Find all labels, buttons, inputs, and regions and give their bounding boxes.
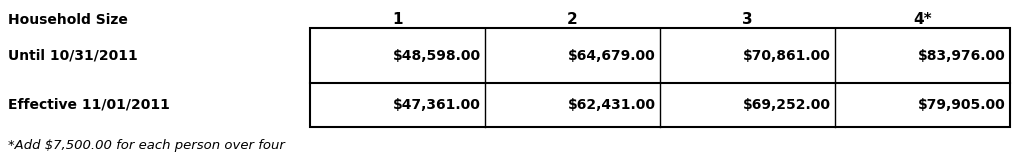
Text: 4*: 4* xyxy=(913,13,932,28)
Text: 2: 2 xyxy=(567,13,578,28)
Bar xyxy=(310,28,1010,127)
Text: $79,905.00: $79,905.00 xyxy=(919,98,1006,112)
Text: Household Size: Household Size xyxy=(8,13,128,27)
Text: $62,431.00: $62,431.00 xyxy=(568,98,656,112)
Text: $83,976.00: $83,976.00 xyxy=(919,48,1006,62)
Text: $48,598.00: $48,598.00 xyxy=(393,48,481,62)
Text: $70,861.00: $70,861.00 xyxy=(743,48,831,62)
Text: $64,679.00: $64,679.00 xyxy=(568,48,656,62)
Text: *Add $7,500.00 for each person over four: *Add $7,500.00 for each person over four xyxy=(8,138,285,152)
Text: 3: 3 xyxy=(742,13,753,28)
Text: 1: 1 xyxy=(392,13,402,28)
Text: Effective 11/01/2011: Effective 11/01/2011 xyxy=(8,98,170,112)
Text: $47,361.00: $47,361.00 xyxy=(393,98,481,112)
Text: Until 10/31/2011: Until 10/31/2011 xyxy=(8,48,138,62)
Text: $69,252.00: $69,252.00 xyxy=(743,98,831,112)
